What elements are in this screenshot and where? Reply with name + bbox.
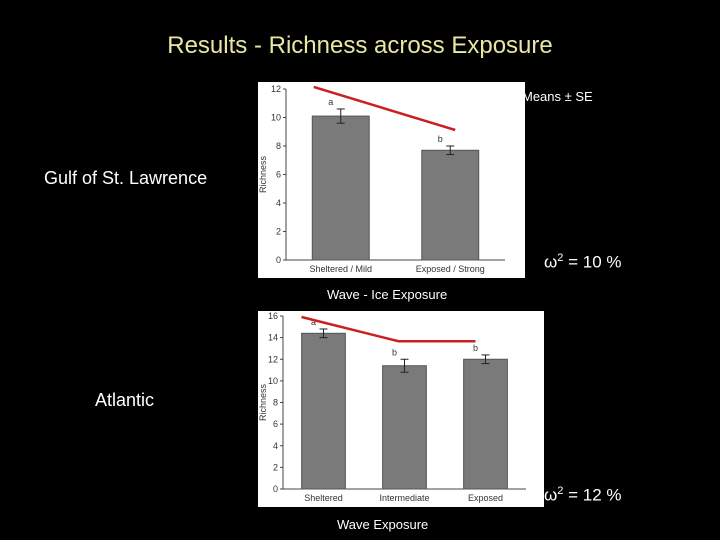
- bar: [463, 358, 508, 490]
- bar: [421, 149, 480, 261]
- group-letter: b: [438, 134, 443, 144]
- bar: [311, 115, 370, 261]
- chart-panel-atlantic: Richness 0 2 4 6 8 10 12 14 16 a Sheltered b Intermed…: [258, 311, 544, 507]
- y-tick-label: 0: [276, 255, 281, 265]
- group-letter: b: [392, 347, 397, 357]
- y-tick-label: 12: [271, 84, 281, 94]
- y-tick-label: 2: [276, 227, 281, 237]
- region-label-gulf: Gulf of St. Lawrence: [44, 168, 208, 188]
- omega-squared-atlantic: ω2 = 12 %: [544, 485, 622, 506]
- y-tick-label: 14: [268, 333, 278, 343]
- x-axis-title-atlantic: Wave Exposure: [337, 517, 429, 532]
- y-tick-label: 12: [268, 354, 278, 364]
- y-tick-label: 8: [273, 398, 278, 408]
- page-title: Results - Richness across Exposure: [167, 32, 553, 59]
- x-axis-title-gulf: Wave - Ice Exposure: [327, 287, 448, 302]
- y-tick-label: 4: [273, 441, 278, 451]
- group-letter: a: [311, 317, 316, 327]
- y-axis-title: Richness: [258, 155, 268, 193]
- means-se-label: Means ± SE: [522, 89, 593, 104]
- omega-value: = 12 %: [563, 485, 622, 505]
- omega-value: = 10 %: [563, 252, 622, 272]
- bar-chart-gulf: Richness 0 2 4 6 8 10 12 a Sheltered / Mild b Expos…: [258, 84, 505, 274]
- x-tick-label: Sheltered: [304, 493, 343, 503]
- x-tick-label: Sheltered / Mild: [309, 264, 372, 274]
- group-letter: b: [473, 343, 478, 353]
- x-tick-label: Exposed: [468, 493, 503, 503]
- chart-panel-gulf: Richness 0 2 4 6 8 10 12 a Sheltered / Mild b Expos…: [258, 82, 525, 278]
- group-letter: a: [328, 97, 333, 107]
- omega-superscript: 2: [557, 485, 564, 497]
- bar: [382, 365, 427, 490]
- omega-symbol: ω: [544, 485, 558, 505]
- omega-symbol: ω: [544, 252, 558, 272]
- bar: [301, 332, 346, 490]
- y-tick-label: 6: [273, 419, 278, 429]
- y-tick-label: 2: [273, 462, 278, 472]
- y-tick-label: 10: [271, 113, 281, 123]
- y-tick-label: 6: [276, 170, 281, 180]
- y-tick-label: 4: [276, 198, 281, 208]
- y-axis-title: Richness: [258, 383, 268, 421]
- y-tick-label: 10: [268, 376, 278, 386]
- y-tick-label: 16: [268, 311, 278, 321]
- trend-line: [301, 315, 476, 343]
- bar-chart-atlantic: Richness 0 2 4 6 8 10 12 14 16 a Sheltered b Intermed…: [258, 311, 526, 503]
- trend-line: [313, 85, 456, 132]
- region-label-atlantic: Atlantic: [95, 390, 155, 410]
- y-tick-label: 0: [273, 484, 278, 494]
- omega-squared-gulf: ω2 = 10 %: [544, 252, 622, 273]
- y-tick-label: 8: [276, 141, 281, 151]
- x-tick-label: Intermediate: [379, 493, 429, 503]
- x-tick-label: Exposed / Strong: [416, 264, 485, 274]
- omega-superscript: 2: [557, 252, 564, 264]
